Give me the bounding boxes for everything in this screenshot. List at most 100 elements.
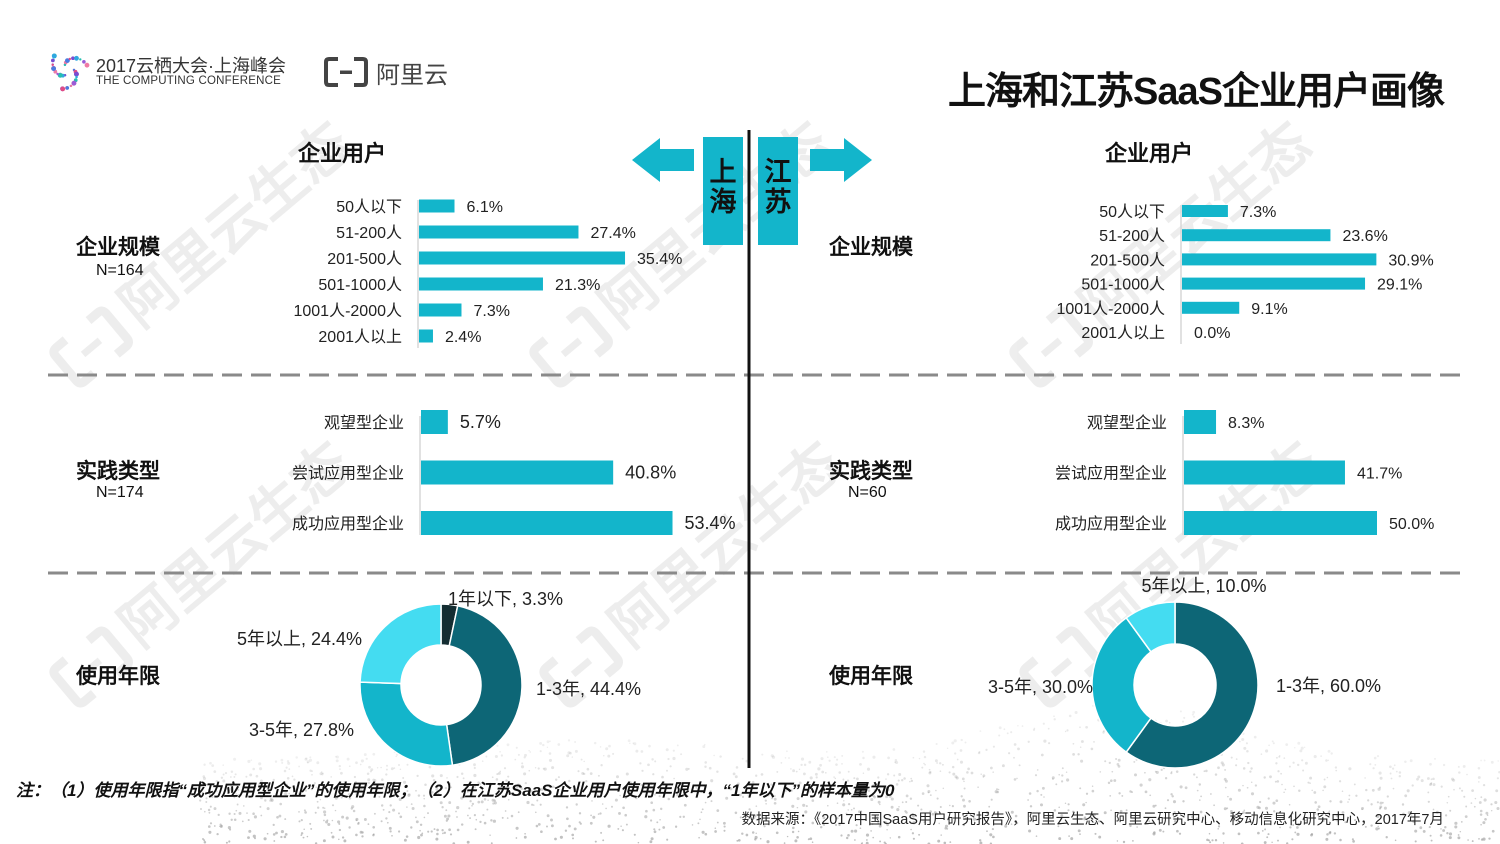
- region-jiangsu-label: 江苏: [764, 157, 792, 217]
- sh-size-bar: [419, 329, 433, 343]
- brand-name: 阿里云: [376, 62, 448, 89]
- left-size-n: N=164: [96, 262, 144, 279]
- sh-size-category-label: 2001人以上: [318, 328, 402, 346]
- js-years-slice: [1125, 601, 1176, 653]
- watermark-logo-icon: [539, 656, 587, 708]
- left-years-title: 使用年限: [76, 665, 160, 688]
- left-practice-title: 实践类型: [76, 460, 160, 483]
- dot-wave-decoration: [199, 701, 1500, 844]
- js-size-value-label: 30.9%: [1388, 252, 1433, 269]
- conference-subtitle: THE COMPUTING CONFERENCE: [96, 75, 281, 87]
- sh-size-category-label: 1001人-2000人: [293, 302, 402, 320]
- sh-size-value-label: 35.4%: [637, 251, 682, 268]
- sh-practice-value-label: 5.7%: [460, 412, 501, 432]
- sh-size-bar: [419, 199, 455, 213]
- js-practice-value-label: 8.3%: [1228, 415, 1264, 432]
- js-size-bar: [1182, 205, 1228, 217]
- header-logos: 2017云栖大会·上海峰会 THE COMPUTING CONFERENCE 阿…: [46, 48, 466, 96]
- watermark-logo-icon: [49, 336, 97, 388]
- js-years-slice: [1091, 616, 1152, 754]
- js-size-value-label: 29.1%: [1377, 277, 1422, 294]
- sh-practice-category-label: 尝试应用型企业: [292, 464, 404, 483]
- footnote: 注：（1）使用年限指“成功应用型企业”的使用年限；（2）在江苏SaaS企业用户使…: [16, 781, 895, 800]
- right-column-header: 企业用户: [1105, 141, 1194, 166]
- left-column-header: 企业用户: [298, 141, 387, 166]
- sh-practice-value-label: 40.8%: [625, 463, 676, 483]
- js-size-value-label: 23.6%: [1342, 228, 1387, 245]
- sh-years-slice-label: 5年以上, 24.4%: [237, 629, 362, 649]
- js-practice-bar: [1184, 410, 1217, 434]
- region-tag-jiangsu: 江苏: [758, 137, 798, 245]
- sh-size-category-label: 501-1000人: [318, 276, 402, 294]
- js-years-slice-label: 1-3年, 60.0%: [1276, 676, 1381, 696]
- js-size-bar: [1182, 253, 1377, 266]
- js-years-slice-label: 5年以上, 10.0%: [1141, 576, 1266, 596]
- js-practice-value-label: 41.7%: [1357, 466, 1402, 483]
- js-practice-category-label: 观望型企业: [1087, 414, 1167, 432]
- sh-practice-category-label: 观望型企业: [324, 414, 404, 432]
- sh-years-slice-label: 3-5年, 27.8%: [249, 720, 354, 740]
- js-practice-chart: 观望型企业 8.3% 尝试应用型企业 41.7% 成功应用型企业 50.0%: [1055, 410, 1434, 535]
- js-size-value-label: 0.0%: [1194, 325, 1230, 342]
- js-years-chart: 1-3年, 60.0% 3-5年, 30.0% 5年以上, 10.0%: [988, 576, 1381, 769]
- js-practice-value-label: 50.0%: [1389, 516, 1434, 533]
- right-years-title: 使用年限: [829, 665, 913, 688]
- sh-size-value-label: 6.1%: [467, 199, 503, 216]
- region-tag-shanghai: 上海: [703, 137, 743, 245]
- js-size-value-label: 7.3%: [1240, 204, 1276, 221]
- sh-years-chart: 1年以下, 3.3% 1-3年, 44.4% 3-5年, 27.8% 5年以上, 24…: [237, 589, 641, 767]
- js-size-category-label: 1001人-2000人: [1056, 300, 1165, 318]
- aliyun-logo-icon: [324, 57, 368, 87]
- right-practice-n: N=60: [848, 484, 887, 501]
- right-practice-title: 实践类型: [829, 460, 913, 483]
- js-size-value-label: 9.1%: [1251, 301, 1287, 318]
- js-practice-bar: [1184, 460, 1345, 485]
- sh-practice-bar: [421, 511, 673, 535]
- arrow-left-icon: [632, 138, 694, 182]
- region-shanghai-label: 上海: [709, 157, 737, 217]
- sh-practice-category-label: 成功应用型企业: [292, 514, 404, 533]
- watermark-logo-icon: [1009, 336, 1057, 388]
- page-title: 上海和江苏SaaS企业用户画像: [948, 71, 1445, 113]
- watermark-logo-icon: [529, 336, 577, 388]
- js-size-bar: [1182, 277, 1366, 290]
- js-size-category-label: 51-200人: [1099, 227, 1165, 245]
- sh-years-slice: [359, 603, 442, 685]
- left-practice-n: N=174: [96, 484, 144, 501]
- js-size-category-label: 50人以下: [1099, 203, 1165, 221]
- js-size-category-label: 2001人以上: [1081, 324, 1165, 342]
- sh-years-slice-label: 1-3年, 44.4%: [536, 679, 641, 699]
- sh-practice-chart: 观望型企业 5.7% 尝试应用型企业 40.8% 成功应用型企业 53.4%: [292, 410, 736, 535]
- data-source: 数据来源：《2017中国SaaS用户研究报告》，阿里云生态、阿里云研究中心、移动…: [741, 812, 1444, 828]
- sh-size-bar: [419, 303, 462, 317]
- js-years-slice: [1125, 601, 1259, 769]
- sh-size-value-label: 2.4%: [445, 329, 481, 346]
- js-size-chart: 50人以下 7.3% 51-200人 23.6% 201-500人 30.9% 501-10…: [1056, 203, 1434, 344]
- sh-size-chart: 50人以下 6.1% 51-200人 27.4% 201-500人 35.4% 501-10…: [293, 198, 682, 348]
- right-size-title: 企业规模: [829, 236, 913, 259]
- sh-practice-bar: [421, 410, 448, 434]
- js-practice-category-label: 成功应用型企业: [1055, 514, 1167, 533]
- sh-practice-bar: [421, 460, 614, 485]
- sh-years-slice: [359, 681, 454, 767]
- watermark-logo-icon: [1019, 656, 1067, 708]
- sh-size-bar: [419, 277, 543, 291]
- sh-size-bar: [419, 251, 626, 265]
- sh-size-category-label: 201-500人: [327, 250, 402, 268]
- js-size-category-label: 201-500人: [1090, 251, 1165, 269]
- js-size-bar: [1182, 229, 1331, 242]
- sh-size-category-label: 50人以下: [336, 198, 402, 216]
- conference-logo-icon: [51, 53, 90, 92]
- sh-size-category-label: 51-200人: [336, 224, 402, 242]
- sh-practice-value-label: 53.4%: [685, 513, 736, 533]
- left-size-title: 企业规模: [76, 236, 160, 259]
- sh-size-value-label: 21.3%: [555, 277, 600, 294]
- arrow-right-icon: [810, 138, 872, 182]
- js-practice-bar: [1184, 511, 1377, 535]
- sh-size-value-label: 7.3%: [473, 303, 509, 320]
- js-years-slice-label: 3-5年, 30.0%: [988, 677, 1093, 697]
- sh-size-value-label: 27.4%: [590, 225, 635, 242]
- watermark-logo-icon: [49, 656, 97, 708]
- sh-years-slice-label: 1年以下, 3.3%: [448, 589, 563, 609]
